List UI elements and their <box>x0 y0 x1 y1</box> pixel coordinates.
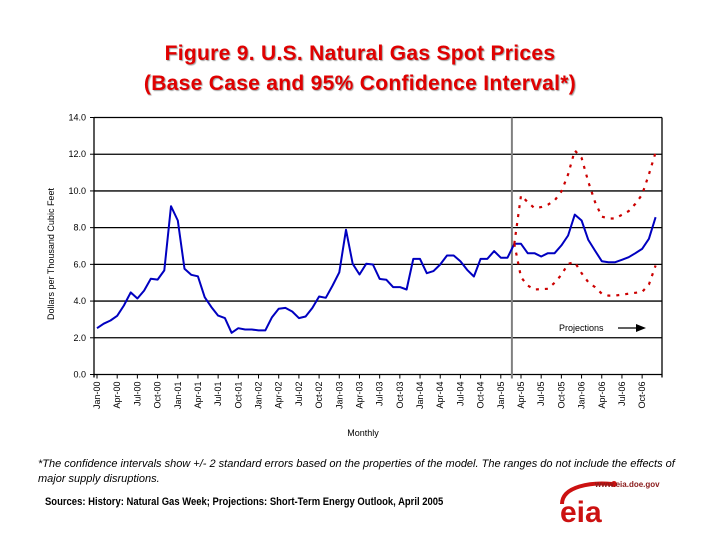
x-tick-label: Apr-04 <box>435 382 445 409</box>
eia-logo[interactable]: eia www.eia.doe.gov <box>552 478 682 529</box>
x-tick-label: Jan-01 <box>173 382 183 410</box>
x-tick-label: Apr-02 <box>274 382 284 409</box>
series-line-base-case <box>96 205 657 334</box>
x-tick-label: Jul-05 <box>536 382 546 407</box>
sources-note: Sources: History: Natural Gas Week; Proj… <box>45 496 444 508</box>
gridlines <box>93 116 663 378</box>
projections-label: Projections <box>559 323 604 333</box>
chart-title-line1: Figure 9. U.S. Natural Gas Spot Prices <box>164 42 556 65</box>
x-tick-label: Jan-03 <box>334 382 344 410</box>
x-tick-label: Jan-02 <box>254 382 264 410</box>
footnote: *The confidence intervals show +/- 2 sta… <box>38 458 675 485</box>
x-tick-label: Oct-05 <box>556 382 566 409</box>
series-group <box>96 149 657 334</box>
y-tick-label: 0.0 <box>73 370 86 380</box>
x-tick-label: Apr-05 <box>516 382 526 409</box>
y-axis-label: Dollars per Thousand Cubic Feet <box>46 188 56 320</box>
y-tick-label: 6.0 <box>73 259 86 269</box>
x-tick-label: Oct-02 <box>314 382 324 409</box>
x-tick-label: Jul-06 <box>617 382 627 407</box>
x-tick-label: Apr-06 <box>597 382 607 409</box>
y-tick-label: 12.0 <box>68 149 86 159</box>
x-tick-label: Oct-00 <box>153 382 163 409</box>
x-tick-label: Oct-01 <box>233 382 243 409</box>
y-tick-label: 14.0 <box>68 113 86 123</box>
chart-title-line2: (Base Case and 95% Confidence Interval*) <box>143 72 577 95</box>
x-axis: Jan-00 Apr-00 Jul-00 Oct-00 Jan-01 Apr-01 Jul-… <box>92 374 647 410</box>
eia-url[interactable]: www.eia.doe.gov <box>595 480 660 489</box>
y-tick-label: 8.0 <box>73 223 86 233</box>
y-tick-label: 4.0 <box>73 296 86 306</box>
x-tick-label: Oct-04 <box>476 382 486 409</box>
x-axis-label: Monthly <box>347 428 379 438</box>
x-tick-label: Jan-06 <box>577 382 587 410</box>
x-tick-label: Jul-04 <box>455 382 465 407</box>
x-tick-label: Jan-05 <box>496 382 506 410</box>
x-tick-label: Oct-06 <box>637 382 647 409</box>
y-tick-label: 10.0 <box>68 186 86 196</box>
eia-logo-text: eia <box>560 496 602 528</box>
x-tick-label: Jul-03 <box>375 382 385 407</box>
y-tick-label: 2.0 <box>73 333 86 343</box>
series-line-lower-95-confidence <box>513 243 657 297</box>
eia-logo-icon: eia <box>560 481 617 529</box>
x-tick-label: Oct-03 <box>395 382 405 409</box>
x-tick-label: Jan-04 <box>415 382 425 410</box>
x-tick-label: Jul-02 <box>294 382 304 407</box>
x-tick-label: Jul-00 <box>132 382 142 407</box>
x-tick-label: Apr-01 <box>193 382 203 409</box>
x-tick-label: Apr-00 <box>112 382 122 409</box>
y-axis: 0.0 2.0 4.0 6.0 8.0 10.0 12.0 14.0 <box>68 113 94 380</box>
x-tick-label: Apr-03 <box>354 382 364 409</box>
x-tick-label: Jul-01 <box>213 382 223 407</box>
x-tick-label: Jan-00 <box>92 382 102 410</box>
projections-arrow <box>618 324 646 332</box>
